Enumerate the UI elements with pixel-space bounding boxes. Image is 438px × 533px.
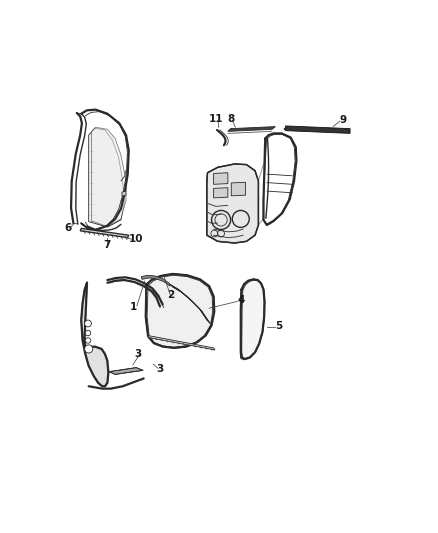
Polygon shape xyxy=(146,274,214,348)
Text: 7: 7 xyxy=(104,240,111,251)
Text: 5: 5 xyxy=(275,321,283,331)
Polygon shape xyxy=(109,368,143,374)
Text: 3: 3 xyxy=(134,349,142,359)
Polygon shape xyxy=(228,127,276,131)
Text: 6: 6 xyxy=(65,223,72,233)
Polygon shape xyxy=(80,229,129,238)
Polygon shape xyxy=(81,282,108,386)
Polygon shape xyxy=(286,126,350,133)
Text: 10: 10 xyxy=(129,235,144,244)
Polygon shape xyxy=(122,191,126,196)
Polygon shape xyxy=(170,285,210,323)
Text: 8: 8 xyxy=(227,114,234,124)
Polygon shape xyxy=(147,335,215,350)
Circle shape xyxy=(85,345,93,353)
Text: 3: 3 xyxy=(156,364,164,374)
Polygon shape xyxy=(241,279,265,359)
Text: 1: 1 xyxy=(130,302,137,311)
Text: 4: 4 xyxy=(237,295,244,305)
Text: 9: 9 xyxy=(339,115,346,125)
Text: 11: 11 xyxy=(209,114,223,124)
Text: 2: 2 xyxy=(167,289,174,300)
Polygon shape xyxy=(214,173,228,184)
Circle shape xyxy=(85,330,91,336)
Polygon shape xyxy=(231,182,246,196)
Circle shape xyxy=(85,338,91,343)
Polygon shape xyxy=(88,128,124,227)
Polygon shape xyxy=(207,164,258,243)
Circle shape xyxy=(85,320,92,327)
Polygon shape xyxy=(214,188,228,198)
Polygon shape xyxy=(141,275,170,286)
Polygon shape xyxy=(92,127,126,227)
